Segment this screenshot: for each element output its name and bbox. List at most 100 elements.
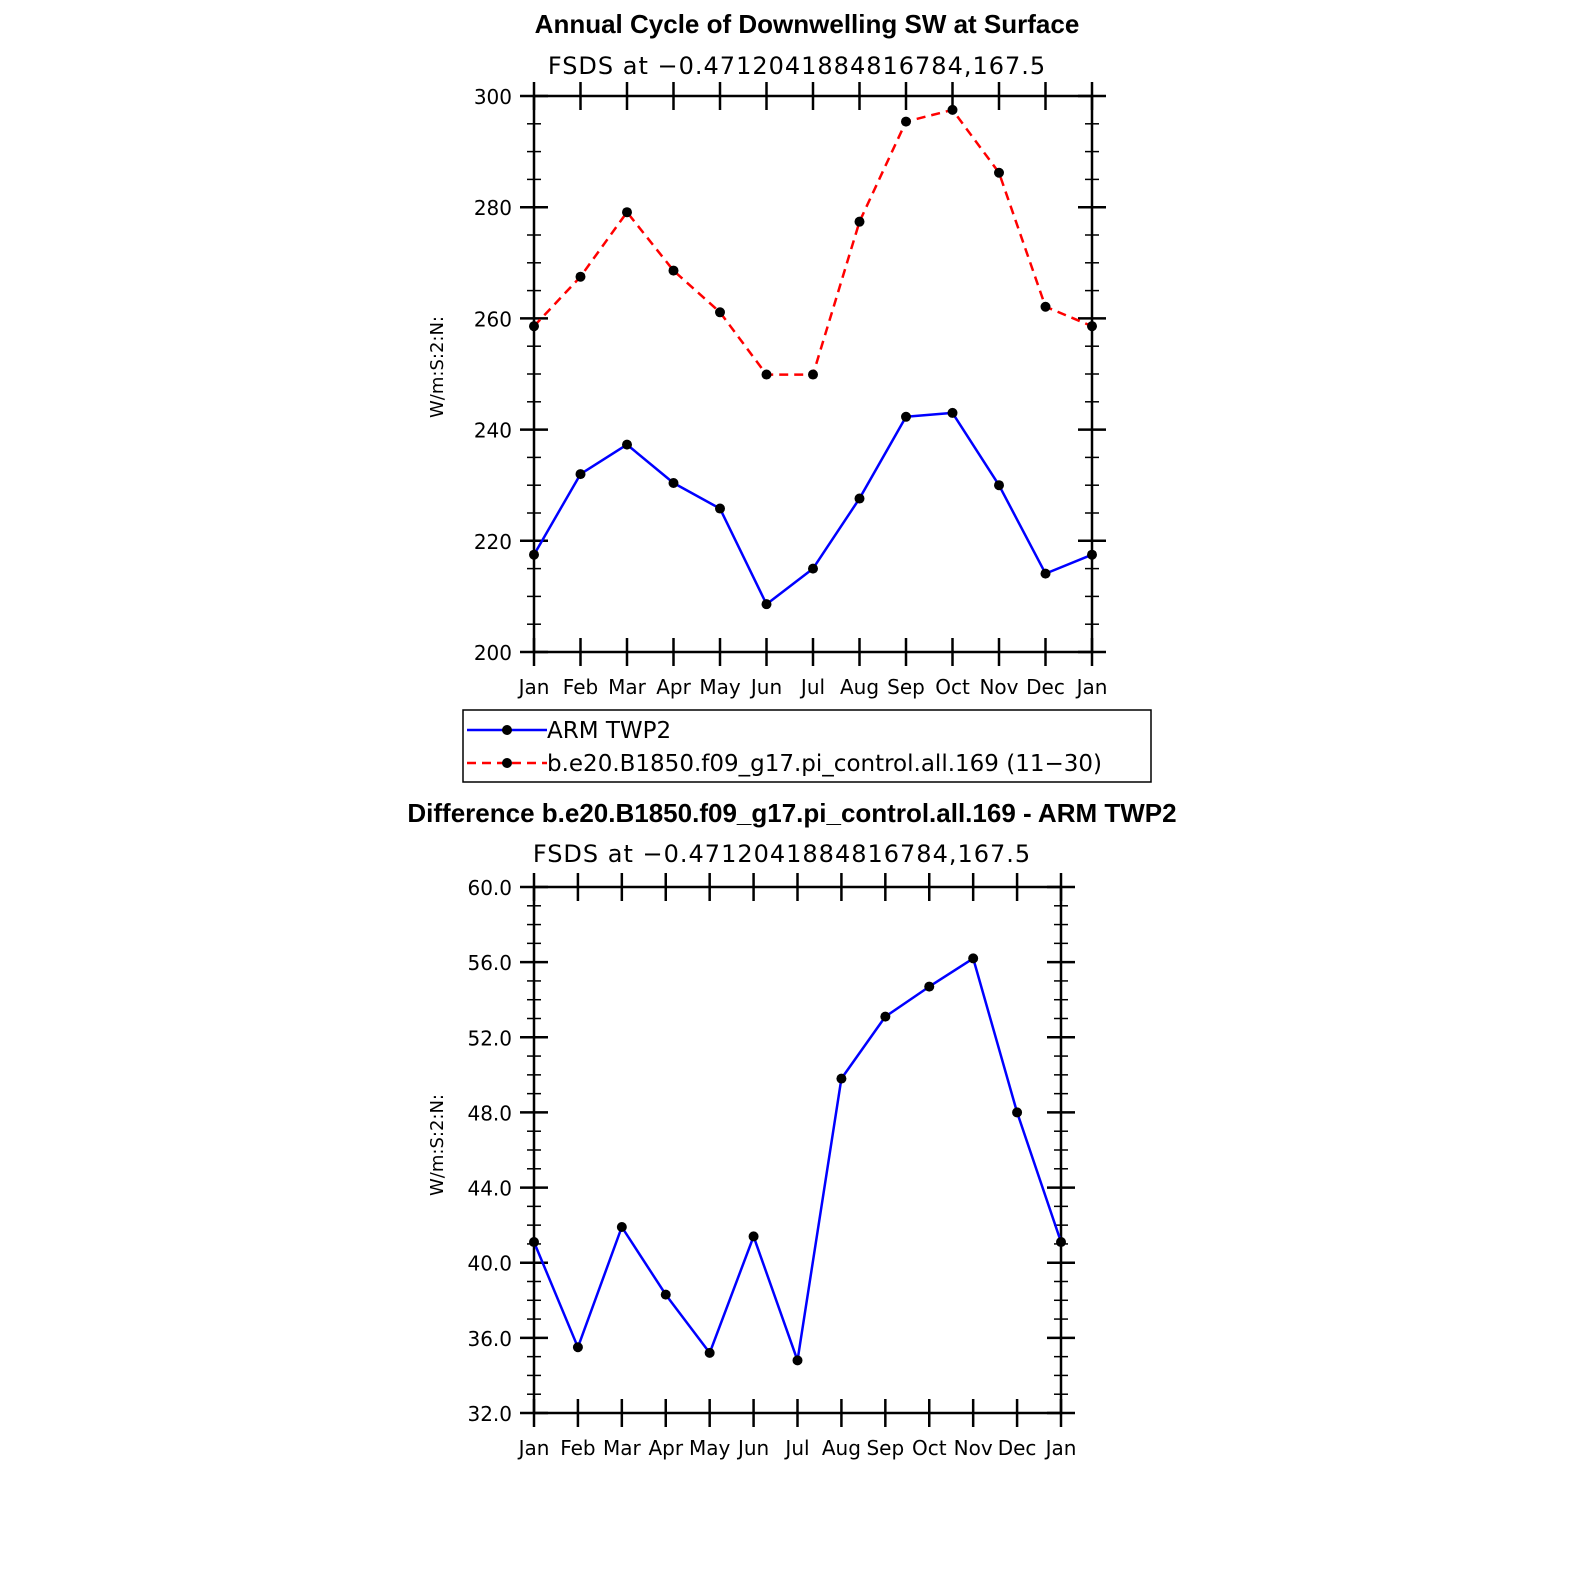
data-point-1 bbox=[1040, 301, 1051, 312]
x-tick-label: Mar bbox=[603, 1436, 642, 1460]
series-line-0 bbox=[532, 411, 1093, 606]
data-point-1 bbox=[808, 369, 818, 380]
x-tick-label: May bbox=[699, 675, 741, 699]
data-point-0 bbox=[668, 477, 679, 488]
x-tick-label: Jan bbox=[1075, 675, 1108, 699]
data-point-0 bbox=[1056, 1237, 1066, 1248]
series-line-1 bbox=[533, 108, 1093, 376]
data-point-1 bbox=[994, 167, 1004, 178]
data-point-0 bbox=[715, 503, 725, 514]
y-tick-label: 56.0 bbox=[467, 951, 512, 975]
y-tick-label: 60.0 bbox=[467, 876, 512, 900]
legend: ARM TWP2 b.e20.B1850.f09_g17.pi_control.… bbox=[462, 709, 1152, 783]
x-tick-label: Nov bbox=[979, 675, 1018, 699]
y-tick-label: 220 bbox=[474, 530, 512, 554]
data-point-0 bbox=[901, 411, 911, 422]
chart-subtitle: FSDS at −0.4712041884816784,167.5 bbox=[548, 52, 1046, 80]
data-point-0 bbox=[854, 493, 865, 504]
y-axis-label: W/m:S:2:N: bbox=[427, 316, 448, 418]
y-axis-label: W/m:S:2:N: bbox=[427, 1094, 448, 1196]
plot-frame bbox=[532, 885, 1063, 1415]
x-tick-label: Oct bbox=[912, 1436, 947, 1460]
data-point-1 bbox=[901, 116, 911, 127]
data-point-1 bbox=[715, 307, 725, 318]
data-point-0 bbox=[529, 1237, 539, 1248]
data-point-0 bbox=[836, 1073, 847, 1084]
data-point-1 bbox=[622, 207, 632, 218]
x-tick-label: Jan bbox=[517, 1436, 550, 1460]
y-tick-label: 280 bbox=[474, 196, 512, 220]
legend-entry-model: b.e20.B1850.f09_g17.pi_control.all.169 (… bbox=[467, 751, 1102, 777]
x-tick-label: Jan bbox=[517, 675, 550, 699]
y-tick-label: 200 bbox=[474, 641, 512, 665]
data-point-1 bbox=[854, 216, 865, 227]
series-line-0 bbox=[532, 957, 1063, 1362]
data-point-1 bbox=[529, 321, 539, 332]
plot-axes: 200 220 240 260 280 300 Jan Feb Mar Apr May Jun Jul A… bbox=[474, 82, 1108, 699]
data-point-0 bbox=[968, 953, 979, 964]
data-point-0 bbox=[704, 1347, 715, 1358]
legend-box bbox=[462, 709, 1152, 783]
chart-title: Annual Cycle of Downwelling SW at Surfac… bbox=[535, 9, 1080, 39]
data-point-0 bbox=[947, 407, 958, 418]
y-tick-label: 32.0 bbox=[467, 1402, 512, 1426]
y-tick-label: 48.0 bbox=[467, 1101, 512, 1125]
data-point-0 bbox=[924, 981, 935, 992]
difference-chart: Difference b.e20.B1850.f09_g17.pi_contro… bbox=[407, 798, 1176, 1460]
x-tick-label: May bbox=[689, 1436, 731, 1460]
y-tick-label: 40.0 bbox=[467, 1252, 512, 1276]
x-tick-label: Jun bbox=[736, 1436, 769, 1460]
legend-label-arm: ARM TWP2 bbox=[547, 718, 671, 744]
legend-marker-model bbox=[502, 758, 512, 768]
chart-subtitle: FSDS at −0.4712041884816784,167.5 bbox=[533, 840, 1031, 868]
data-point-0 bbox=[1012, 1107, 1023, 1118]
x-tick-label: Apr bbox=[648, 1436, 683, 1460]
data-point-0 bbox=[748, 1231, 759, 1242]
data-point-0 bbox=[761, 599, 772, 610]
chart-title: Difference b.e20.B1850.f09_g17.pi_contro… bbox=[407, 798, 1176, 828]
x-tick-label: Jul bbox=[783, 1436, 809, 1460]
y-tick-label: 260 bbox=[474, 307, 512, 331]
data-point-1 bbox=[575, 271, 586, 282]
x-tick-label: Feb bbox=[560, 1436, 595, 1460]
annual-cycle-chart: Annual Cycle of Downwelling SW at Surfac… bbox=[427, 9, 1107, 699]
plot-marks bbox=[529, 953, 1066, 1366]
data-point-1 bbox=[947, 104, 958, 115]
legend-marker-arm bbox=[502, 725, 512, 735]
x-tick-label: Jan bbox=[1044, 1436, 1077, 1460]
x-tick-label: Nov bbox=[954, 1436, 993, 1460]
data-point-0 bbox=[660, 1289, 671, 1300]
legend-label-model: b.e20.B1850.f09_g17.pi_control.all.169 (… bbox=[547, 751, 1102, 777]
y-tick-label: 300 bbox=[474, 85, 512, 109]
data-point-0 bbox=[994, 480, 1004, 491]
x-tick-label: Sep bbox=[866, 1436, 904, 1460]
x-tick-label: Jun bbox=[749, 675, 782, 699]
x-tick-label: Oct bbox=[935, 675, 970, 699]
data-point-1 bbox=[668, 265, 679, 276]
data-point-0 bbox=[808, 563, 818, 574]
y-tick-label: 44.0 bbox=[467, 1177, 512, 1201]
x-tick-label: Jul bbox=[799, 675, 825, 699]
data-point-0 bbox=[616, 1222, 627, 1233]
y-tick-label: 36.0 bbox=[467, 1327, 512, 1351]
x-tick-label: Aug bbox=[840, 675, 879, 699]
data-point-1 bbox=[1087, 321, 1097, 332]
data-point-0 bbox=[880, 1011, 891, 1022]
x-tick-label: Dec bbox=[998, 1436, 1037, 1460]
plot-marks bbox=[529, 104, 1097, 610]
x-tick-label: Dec bbox=[1026, 675, 1065, 699]
data-point-0 bbox=[622, 439, 632, 450]
y-tick-label: 240 bbox=[474, 419, 512, 443]
data-point-0 bbox=[575, 469, 586, 480]
x-tick-label: Mar bbox=[608, 675, 647, 699]
data-point-0 bbox=[1087, 549, 1097, 560]
data-point-0 bbox=[572, 1342, 583, 1353]
x-tick-label: Aug bbox=[822, 1436, 861, 1460]
data-point-0 bbox=[792, 1355, 803, 1366]
data-point-0 bbox=[1040, 568, 1051, 579]
x-tick-label: Feb bbox=[563, 675, 598, 699]
data-point-0 bbox=[529, 549, 539, 560]
data-point-1 bbox=[761, 369, 772, 380]
y-tick-label: 52.0 bbox=[467, 1026, 512, 1050]
